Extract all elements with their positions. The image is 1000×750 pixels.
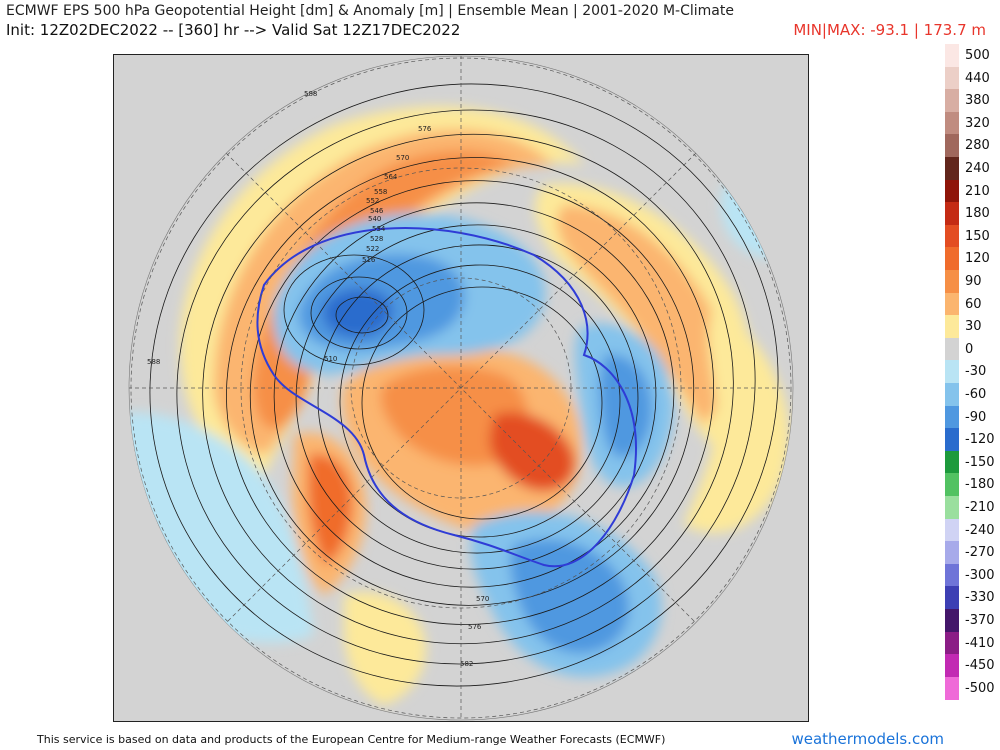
legend-swatch xyxy=(945,337,959,361)
legend-label: -410 xyxy=(965,635,995,651)
legend-swatch xyxy=(945,202,959,226)
contour-label: 552 xyxy=(366,197,379,205)
contour-label: 588 xyxy=(304,90,317,98)
legend-swatch xyxy=(945,654,959,678)
min-max-readout: MIN|MAX: -93.1 | 173.7 m xyxy=(793,21,986,39)
contour-label: 558 xyxy=(374,188,387,196)
contour-label: 528 xyxy=(370,235,383,243)
contour-label: 534 xyxy=(372,225,386,233)
legend-label: 60 xyxy=(965,296,982,312)
contour-label: 516 xyxy=(362,256,376,264)
contour-label: 546 xyxy=(370,207,384,215)
legend-label: 500 xyxy=(965,48,990,63)
height-contours xyxy=(149,83,779,687)
legend-label: -210 xyxy=(965,500,995,515)
contour-label: 570 xyxy=(476,595,489,603)
legend-swatch xyxy=(945,44,959,68)
legend-label: 150 xyxy=(965,228,990,244)
legend-swatch xyxy=(945,224,959,248)
legend-swatch xyxy=(945,292,959,316)
legend-swatch xyxy=(945,609,959,633)
legend-label: -90 xyxy=(965,409,987,425)
legend-label: -30 xyxy=(965,364,987,380)
legend-swatch xyxy=(945,111,959,135)
legend-label: 320 xyxy=(965,115,990,131)
legend-swatch xyxy=(945,247,959,271)
highlight-contour xyxy=(256,227,637,568)
contour-label: 576 xyxy=(418,125,432,133)
legend-swatch xyxy=(945,405,959,429)
attribution-text: This service is based on data and produc… xyxy=(37,733,666,746)
contour-label: 564 xyxy=(384,173,398,181)
contour-label: 510 xyxy=(324,355,337,363)
legend-swatch xyxy=(945,383,959,407)
legend-label: -180 xyxy=(965,477,995,493)
chart-title: ECMWF EPS 500 hPa Geopotential Height [d… xyxy=(6,3,734,19)
legend-label: -370 xyxy=(965,613,995,628)
anomaly-shading xyxy=(129,56,793,720)
contour-label: 576 xyxy=(468,623,482,631)
legend-label: -270 xyxy=(965,545,995,561)
legend-swatch xyxy=(945,676,959,700)
legend-swatch xyxy=(945,157,959,181)
contour-label: 540 xyxy=(368,215,381,223)
legend-swatch xyxy=(945,541,959,565)
legend-swatch xyxy=(945,315,959,339)
legend-swatch xyxy=(945,496,959,520)
legend-label: -60 xyxy=(965,387,987,402)
legend-label: 180 xyxy=(965,206,990,222)
legend-label: -120 xyxy=(965,432,995,448)
contour-labels: 576 570 564 558 552 546 540 534 528 522 … xyxy=(147,90,489,668)
legend-swatch xyxy=(945,428,959,452)
legend-label: 280 xyxy=(965,138,990,154)
legend-label: -300 xyxy=(965,567,995,583)
legend-swatch xyxy=(945,518,959,542)
legend-label: 210 xyxy=(965,183,990,199)
init-valid-line: Init: 12Z02DEC2022 -- [360] hr --> Valid… xyxy=(6,21,461,39)
legend-label: -240 xyxy=(965,522,995,538)
legend-label: -330 xyxy=(965,590,995,606)
legend-swatch xyxy=(945,134,959,158)
legend-swatch xyxy=(945,66,959,90)
legend-label: 90 xyxy=(965,274,982,289)
legend-label: -150 xyxy=(965,454,995,470)
legend-swatch xyxy=(945,270,959,294)
legend-label: -450 xyxy=(965,658,995,674)
color-legend: 500 440 380 320 280 240 210 180 150 120 90 60 30 0 -30… xyxy=(945,44,1000,709)
legend-label: 380 xyxy=(965,93,990,109)
legend-label: 240 xyxy=(965,161,990,176)
legend-label: 0 xyxy=(965,341,974,357)
legend-swatch xyxy=(945,179,959,203)
contour-label: 588 xyxy=(147,358,160,366)
contour-label: 570 xyxy=(396,154,409,162)
contour-label: 522 xyxy=(366,245,379,253)
graticule xyxy=(129,56,793,720)
legend-swatch xyxy=(945,473,959,497)
legend-swatch xyxy=(945,89,959,113)
legend-label: -500 xyxy=(965,680,995,696)
legend-swatch xyxy=(945,631,959,655)
legend-label: 120 xyxy=(965,251,990,267)
site-link[interactable]: weathermodels.com xyxy=(791,730,944,748)
legend-swatch xyxy=(945,360,959,384)
legend-label: 30 xyxy=(965,319,982,335)
legend-label: 440 xyxy=(965,70,990,86)
polar-map: 576 570 564 558 552 546 540 534 528 522 … xyxy=(113,54,809,722)
legend-swatch xyxy=(945,586,959,610)
contour-label: 582 xyxy=(460,660,473,668)
legend-swatch xyxy=(945,450,959,474)
legend-swatch xyxy=(945,563,959,587)
